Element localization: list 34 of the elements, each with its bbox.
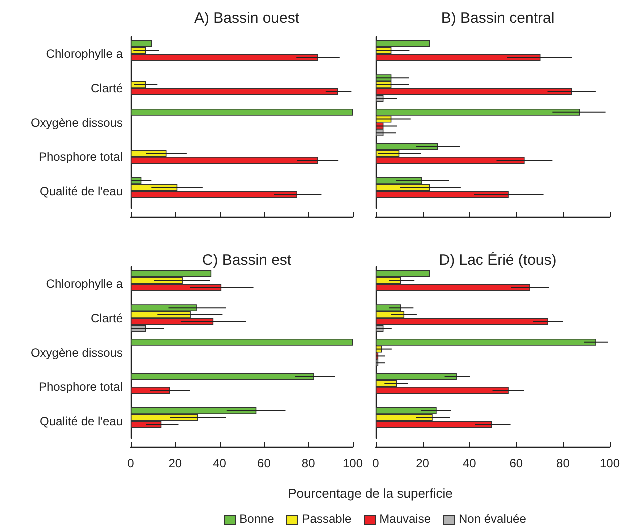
- x-tick-label: 60: [510, 456, 524, 470]
- chart-title: D) Lac Érié (tous): [439, 251, 557, 269]
- legend-label: Bonne: [240, 512, 274, 526]
- bar: [131, 108, 353, 116]
- x-tick-label: 80: [556, 456, 570, 470]
- y-tick-label: Chlorophylle a: [46, 47, 124, 62]
- y-tick-label: Phosphore total: [38, 380, 123, 394]
- x-tick-label: 60: [258, 456, 272, 470]
- y-tick-label: Clarté: [90, 311, 124, 326]
- x-tick-label: 40: [213, 456, 227, 470]
- y-tick-label: Qualité de l'eau: [40, 414, 123, 428]
- y-tick-label: Qualité de l'eau: [40, 184, 123, 198]
- x-tick-label: 0: [372, 456, 380, 470]
- x-tick-label: 100: [342, 456, 364, 470]
- x-tick-label: 20: [168, 456, 182, 470]
- y-tick-label: Phosphore total: [38, 150, 123, 164]
- chart-title: A) Bassin ouest: [194, 10, 300, 27]
- x-tick-label: 40: [462, 456, 477, 470]
- x-axis-title: Pourcentage de la superficie: [287, 486, 454, 501]
- x-tick-label: 100: [600, 456, 620, 470]
- y-tick-label: Clarté: [90, 81, 124, 96]
- x-tick-label: 80: [302, 456, 316, 470]
- x-tick-label: 20: [416, 456, 430, 470]
- legend-label: Non évaluée: [459, 512, 526, 526]
- y-tick-label: Oxygène dissous: [30, 346, 123, 360]
- y-tick-label: Oxygène dissous: [30, 116, 123, 130]
- y-tick-label: Chlorophylle a: [46, 277, 124, 292]
- bar: [131, 338, 353, 346]
- chart-title: C) Bassin est: [202, 252, 292, 269]
- chart-title: B) Bassin central: [441, 10, 555, 27]
- bar: [131, 373, 314, 380]
- legend-label: Mauvaise: [380, 512, 432, 526]
- x-tick-label: 0: [128, 456, 135, 470]
- legend-label: Passable: [302, 512, 352, 526]
